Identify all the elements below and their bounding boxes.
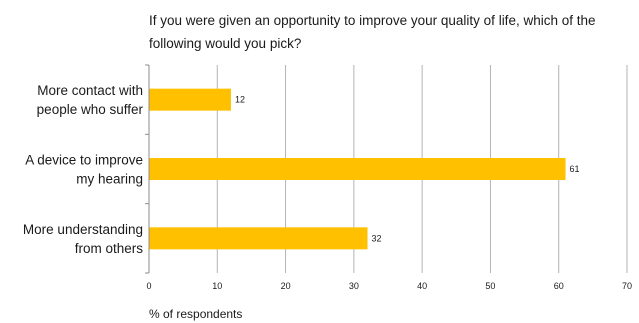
x-axis-label: % of respondents <box>149 307 243 321</box>
x-tick-label: 70 <box>622 281 632 291</box>
x-tick-label: 20 <box>281 281 291 291</box>
data-label: 61 <box>570 164 580 174</box>
bar <box>149 227 368 250</box>
bar <box>149 158 566 180</box>
data-label: 32 <box>372 233 382 243</box>
x-tick-label: 50 <box>485 281 495 291</box>
x-tick-label: 40 <box>417 281 427 291</box>
bars <box>149 88 566 250</box>
category-label: More contact with <box>37 83 143 98</box>
x-tick-label: 30 <box>349 281 359 291</box>
x-tick-label: 60 <box>554 281 564 291</box>
category-label: my hearing <box>76 172 143 187</box>
labels: 0 10 20 30 40 50 60 70 12 More contact with people… <box>23 83 632 291</box>
data-label: 12 <box>235 95 245 105</box>
category-label: from others <box>75 241 144 256</box>
x-tick-label: 10 <box>212 281 222 291</box>
x-tick-label: 0 <box>146 281 151 291</box>
bar <box>149 88 231 111</box>
category-label: A device to improve <box>25 153 143 168</box>
chart-title: If you were given an opportunity to impr… <box>149 13 596 51</box>
category-label: people who suffer <box>37 102 144 117</box>
category-label: More understanding <box>23 222 143 237</box>
axes <box>145 64 150 274</box>
